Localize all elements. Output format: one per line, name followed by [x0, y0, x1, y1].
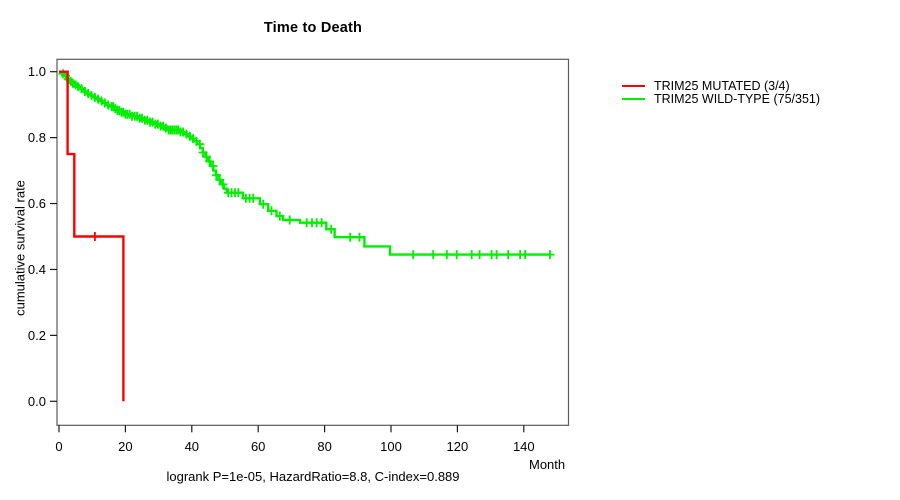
- legend-label: TRIM25 WILD-TYPE (75/351): [654, 92, 821, 107]
- censor-marks-trim25-wild-type-75-351: [58, 69, 555, 260]
- y-tick-label: 0.0: [28, 394, 46, 409]
- x-tick-label: 0: [55, 439, 62, 454]
- y-tick-label: 0.2: [28, 328, 46, 343]
- x-tick-label: 80: [317, 439, 331, 454]
- legend-item-trim25-wild-type-75-351: TRIM25 WILD-TYPE (75/351): [622, 92, 821, 107]
- legend-label: TRIM25 MUTATED (3/4): [654, 78, 790, 93]
- survival-curve-trim25-wild-type-75-351: [59, 70, 551, 256]
- plot-box: [56, 58, 570, 426]
- legend-line-swatch: [622, 84, 645, 87]
- legend: TRIM25 MUTATED (3/4) TRIM25 WILD-TYPE (75…: [622, 79, 820, 106]
- x-tick-label: 60: [251, 439, 265, 454]
- x-tick-label: 100: [380, 439, 402, 454]
- x-tick-label: 120: [447, 439, 469, 454]
- survival-curve-trim25-mutated-3-4: [59, 70, 125, 402]
- y-tick-label: 0.6: [28, 196, 46, 211]
- y-tick-label: 1.0: [28, 64, 46, 79]
- legend-line-swatch: [622, 98, 645, 101]
- statistics-annotation: logrank P=1e-05, HazardRatio=8.8, C-inde…: [166, 469, 460, 484]
- y-tick-label: 0.8: [28, 130, 46, 145]
- y-axis-title: cumulative survival rate: [12, 180, 28, 316]
- x-tick-label: 40: [185, 439, 199, 454]
- y-tick-label: 0.4: [28, 262, 46, 277]
- x-tick-label: 20: [118, 439, 132, 454]
- chart-title: Time to Death: [263, 20, 363, 36]
- censor-marks-trim25-mutated-3-4: [90, 232, 100, 241]
- x-axis-title: Month: [529, 457, 566, 472]
- x-tick-label: 140: [513, 439, 535, 454]
- legend-item-trim25-mutated-3-4: TRIM25 MUTATED (3/4): [622, 79, 820, 93]
